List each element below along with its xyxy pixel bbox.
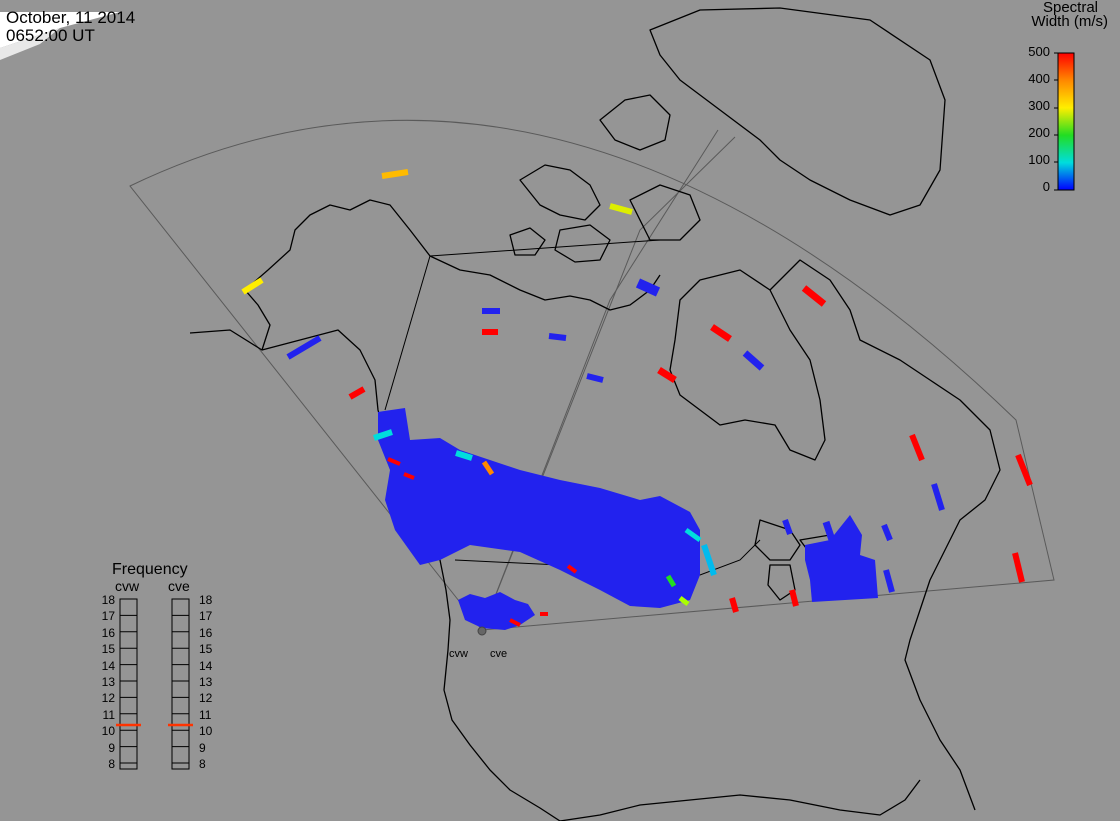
- daylight-edge: [0, 28, 60, 60]
- frequency-label-cve: cve: [168, 578, 190, 594]
- time-label: 0652:00 UT: [6, 26, 95, 45]
- frequency-scale-label-cvw: 9: [108, 740, 115, 755]
- echo-segment: [909, 433, 925, 462]
- site-label-east: cve: [490, 648, 508, 660]
- colorbar-ticks: [1054, 52, 1058, 191]
- echo-region-east: [805, 515, 878, 602]
- colorbar-units: Width (m/s): [1031, 13, 1108, 30]
- frequency-scale-label-cve: 15: [199, 642, 213, 657]
- echo-segment: [881, 523, 893, 542]
- echo-region-near: [458, 592, 535, 630]
- echo-segment: [801, 285, 827, 307]
- colorbar-title: Spectral: [1042, 0, 1098, 16]
- frequency-scale-label-cvw: 14: [101, 658, 115, 673]
- echo-segment: [286, 335, 322, 360]
- echo-segment: [586, 373, 604, 383]
- frequency-scale-label-cve: 17: [199, 609, 213, 624]
- frequency-scale-label-cve: 8: [199, 757, 206, 771]
- echo-segment: [455, 450, 473, 461]
- colorbar-tick-label: 400: [1028, 71, 1050, 86]
- echo-segment: [729, 597, 739, 613]
- echo-segment: [1015, 453, 1033, 487]
- colorbar-tick-label: 100: [1028, 152, 1050, 167]
- echo-segment: [701, 544, 717, 576]
- echo-segment: [789, 589, 799, 607]
- echo-segment: [403, 472, 415, 480]
- frequency-scale-label-cve: 12: [199, 691, 213, 706]
- frequency-scale-label-cvw: 16: [101, 625, 115, 640]
- echo-segment: [1012, 552, 1025, 583]
- colorbar: [1057, 52, 1075, 191]
- frequency-bar-cvw: [119, 598, 138, 770]
- frequency-scale-label-cve: 18: [199, 593, 213, 607]
- echo-segment: [883, 569, 895, 593]
- echo-segment: [742, 350, 765, 371]
- echo-segment: [782, 518, 793, 536]
- coastlines: [189, 7, 1001, 821]
- frequency-scale-label-cve: 9: [199, 740, 206, 755]
- frequency-scale-label-cvw: 12: [101, 691, 115, 706]
- echo-segment: [684, 527, 702, 543]
- frequency-label-cvw: cvw: [115, 578, 140, 594]
- colorbar-tick-label: 0: [1042, 179, 1050, 194]
- colorbar-tick-label: 300: [1028, 98, 1050, 113]
- frequency-scale-label-cve: 14: [199, 658, 213, 673]
- echo-segment: [548, 333, 567, 341]
- echo-segment: [609, 203, 633, 215]
- frequency-scale-label-cve: 10: [199, 724, 213, 739]
- colorbar-tick-label: 200: [1028, 125, 1050, 140]
- echo-segment: [822, 520, 836, 542]
- frequency-scale-label-cvw: 17: [101, 609, 115, 624]
- echo-segment: [678, 596, 690, 606]
- radar-echoes: [241, 169, 1033, 630]
- echo-segment: [566, 564, 578, 574]
- echo-segment: [657, 367, 677, 383]
- echo-segment: [373, 429, 393, 441]
- echo-region-main: [378, 408, 700, 608]
- echo-segment: [635, 278, 661, 297]
- daylight-region: [0, 12, 120, 48]
- echo-segment: [381, 169, 409, 179]
- date-label: October, 11 2014: [6, 8, 136, 27]
- colorbar-tick-label: 500: [1028, 44, 1050, 59]
- echo-segment: [387, 457, 401, 466]
- frequency-scale-label-cvw: 11: [102, 707, 115, 722]
- radar-site-marker: [477, 626, 487, 636]
- echo-segment: [481, 460, 495, 476]
- frequency-scale-label-cve: 13: [199, 675, 213, 689]
- frequency-scale-label-cve: 16: [199, 625, 213, 640]
- frequency-scale-label-cvw: 8: [108, 757, 115, 771]
- echo-segment: [931, 483, 945, 511]
- echo-segment: [509, 618, 521, 627]
- echo-segment: [710, 324, 732, 342]
- frequency-bar-cve: [171, 598, 190, 770]
- frequency-scale-label-cvw: 18: [101, 593, 115, 607]
- frequency-grid: [120, 614, 189, 764]
- frequency-scale-label-cve: 11: [199, 707, 212, 722]
- echo-segment: [241, 277, 264, 295]
- frequency-title: Frequency: [112, 561, 188, 578]
- site-label-west: cvw: [449, 648, 468, 660]
- echo-segment: [348, 386, 366, 400]
- frequency-scale-label-cvw: 15: [101, 642, 115, 657]
- frequency-scale-label-cvw: 10: [101, 724, 115, 739]
- echo-segment: [665, 574, 677, 588]
- frequency-scale-label-cvw: 13: [101, 675, 115, 689]
